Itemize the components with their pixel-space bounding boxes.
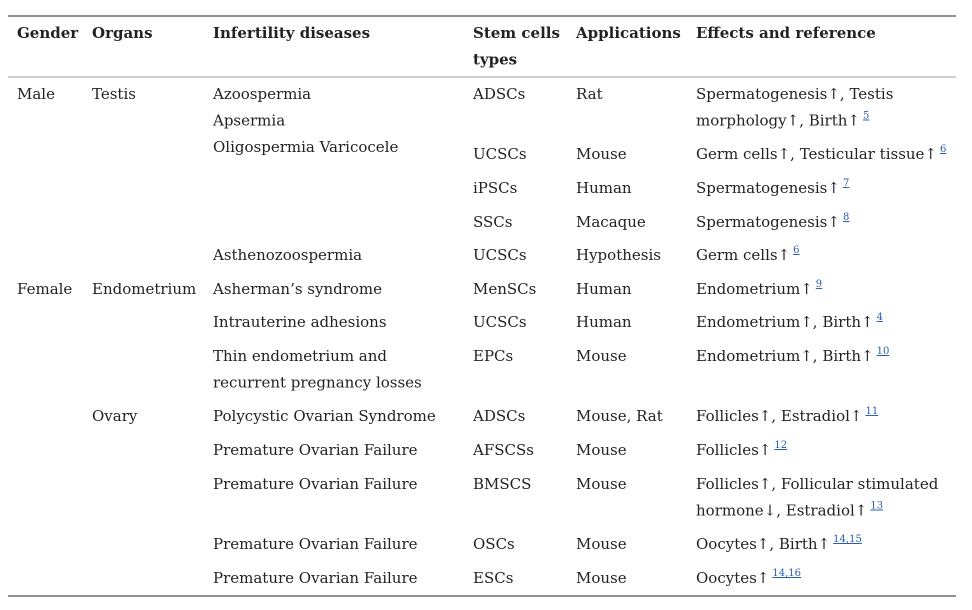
header-cell: Applications [575, 24, 681, 42]
effect-text: Endometrium↑ [696, 280, 813, 298]
reference-link[interactable]: 12 [774, 440, 787, 451]
cell-cell: ESCs [473, 569, 513, 587]
effect-text: Germ cells↑, Testicular tissue↑ [696, 145, 937, 163]
header-cell: Gender [17, 24, 79, 42]
reference-link[interactable]: 8 [843, 212, 849, 223]
effect-text: morphology↑, Birth↑ [696, 112, 860, 130]
cell-disease: Thin endometrium and [213, 347, 387, 365]
cell-app: Mouse [576, 475, 627, 493]
cell-organ: Ovary [92, 407, 138, 425]
reference-link[interactable]: 6 [940, 144, 946, 155]
cell-effect: Follicles↑, Estradiol↑ 11 [696, 406, 878, 426]
cell-cell: SSCs [473, 213, 512, 231]
effect-text: Endometrium↑, Birth↑ [696, 313, 874, 331]
effect-text: hormone↓, Estradiol↑ [696, 502, 867, 520]
cell-app: Mouse [576, 441, 627, 459]
cell-effect: Spermatogenesis↑ 8 [696, 212, 849, 232]
cell-gender: Male [17, 85, 55, 103]
cell-effect: morphology↑, Birth↑ 5 [696, 110, 869, 130]
cell-cell: ADSCs [472, 407, 525, 425]
cell-disease: Premature Ovarian Failure [213, 475, 418, 493]
reference-link[interactable]: 6 [793, 245, 799, 256]
cell-cell: BMSCS [473, 475, 531, 493]
cell-app: Human [576, 280, 632, 298]
reference-link[interactable]: 9 [816, 279, 822, 290]
cell-app: Mouse [576, 569, 627, 587]
reference-link[interactable]: 7 [843, 178, 849, 189]
header-cell: Effects and reference [696, 24, 876, 42]
header-cell: types [473, 51, 517, 69]
cell-cell: OSCs [473, 535, 515, 553]
cell-cell: MenSCs [473, 280, 536, 298]
cell-app: Hypothesis [576, 246, 661, 264]
cell-app: Human [576, 313, 632, 331]
cell-cell: AFSCSs [472, 441, 534, 459]
cell-effect: Endometrium↑, Birth↑ 10 [696, 346, 889, 366]
cell-effect: Follicles↑, Follicular stimulated [696, 475, 939, 493]
cell-app: Mouse, Rat [576, 407, 663, 425]
cell-disease: recurrent pregnancy losses [213, 374, 422, 392]
cell-effect: hormone↓, Estradiol↑ 13 [696, 500, 883, 520]
header-cell: Infertility diseases [213, 24, 370, 42]
cell-app: Rat [576, 85, 603, 103]
reference-link[interactable]: 4 [877, 312, 883, 323]
cell-cell: iPSCs [473, 179, 517, 197]
header-cell: Stem cells [473, 24, 560, 42]
cell-effect: Endometrium↑, Birth↑ 4 [696, 312, 883, 332]
cell-app: Mouse [576, 347, 627, 365]
cell-cell: EPCs [473, 347, 513, 365]
cell-effect: Spermatogenesis↑ 7 [696, 178, 849, 198]
cell-cell: UCSCs [473, 313, 527, 331]
effect-text: Spermatogenesis↑ [696, 213, 840, 231]
cell-app: Mouse [576, 535, 627, 553]
reference-link[interactable]: 10 [877, 346, 890, 357]
cell-disease: Premature Ovarian Failure [213, 535, 418, 553]
cell-organ: Endometrium [92, 280, 196, 298]
cell-effect: Follicles↑ 12 [696, 440, 787, 460]
effect-text: Follicles↑, Follicular stimulated [696, 475, 939, 493]
effect-text: Follicles↑ [696, 441, 771, 459]
cell-disease: Polycystic Ovarian Syndrome [213, 407, 436, 425]
cell-disease: Asherman’s syndrome [212, 280, 382, 298]
cell-app: Macaque [576, 213, 646, 231]
cell-app: Mouse [576, 145, 627, 163]
cell-app: Human [576, 179, 632, 197]
cell-disease: Premature Ovarian Failure [213, 441, 418, 459]
cell-effect: Oocytes↑, Birth↑ 14,15 [696, 534, 862, 554]
cell-effect: Germ cells↑ 6 [696, 245, 800, 265]
effect-text: Spermatogenesis↑ [696, 179, 840, 197]
reference-link[interactable]: 14,16 [772, 568, 801, 579]
cell-effect: Spermatogenesis↑, Testis [696, 85, 893, 103]
effect-text: Spermatogenesis↑, Testis [696, 85, 893, 103]
cell-disease: Apsermia [212, 112, 285, 130]
reference-link[interactable]: 14,15 [833, 534, 862, 545]
effect-text: Germ cells↑ [696, 246, 790, 264]
cell-disease: Intrauterine adhesions [213, 313, 387, 331]
cell-cell: UCSCs [473, 145, 527, 163]
cell-disease: Oligospermia Varicocele [213, 138, 398, 156]
cell-cell: UCSCs [473, 246, 527, 264]
header-cell: Organs [92, 24, 153, 42]
cell-disease: Asthenozoospermia [212, 246, 362, 264]
cell-cell: ADSCs [472, 85, 525, 103]
reference-link[interactable]: 13 [870, 500, 883, 511]
cell-disease: Premature Ovarian Failure [213, 569, 418, 587]
reference-link[interactable]: 11 [865, 406, 878, 417]
effect-text: Endometrium↑, Birth↑ [696, 347, 874, 365]
reference-link[interactable]: 5 [863, 110, 869, 121]
effect-text: Follicles↑, Estradiol↑ [696, 407, 862, 425]
cell-effect: Germ cells↑, Testicular tissue↑ 6 [696, 144, 946, 164]
cell-effect: Oocytes↑ 14,16 [696, 568, 801, 588]
cell-gender: Female [17, 280, 72, 298]
cell-effect: Endometrium↑ 9 [696, 279, 822, 299]
cell-disease: Azoospermia [212, 85, 311, 103]
effect-text: Oocytes↑ [696, 569, 769, 587]
cell-organ: Testis [92, 85, 136, 103]
effect-text: Oocytes↑, Birth↑ [696, 535, 830, 553]
